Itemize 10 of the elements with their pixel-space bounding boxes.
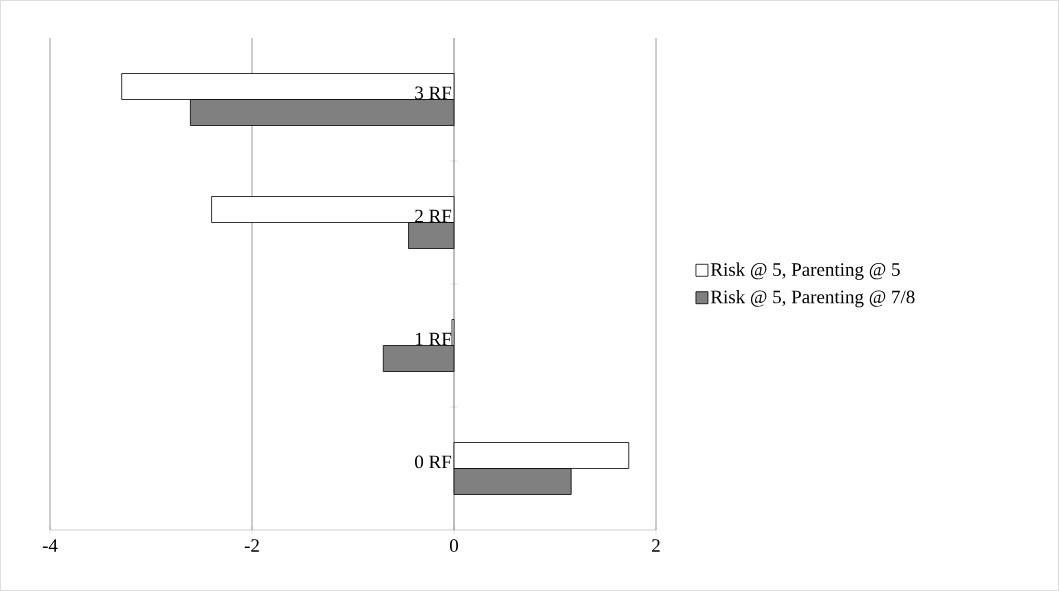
x-tick-label: 2 [652, 539, 660, 552]
legend-label: Risk @ 5, Parenting @ 5 [710, 262, 900, 280]
x-tick-label: -4 [42, 539, 58, 552]
y-tick-label: 3 RF [415, 86, 452, 100]
x-tick-label: -2 [244, 539, 259, 552]
y-tick-label: 1 RF [415, 332, 452, 346]
y-tick-label: 0 RF [415, 455, 452, 469]
legend-label: Risk @ 5, Parenting @ 7/8 [710, 289, 915, 308]
x-tick-label: 0 [449, 539, 459, 553]
y-tick-label: 2 RF [415, 209, 452, 223]
